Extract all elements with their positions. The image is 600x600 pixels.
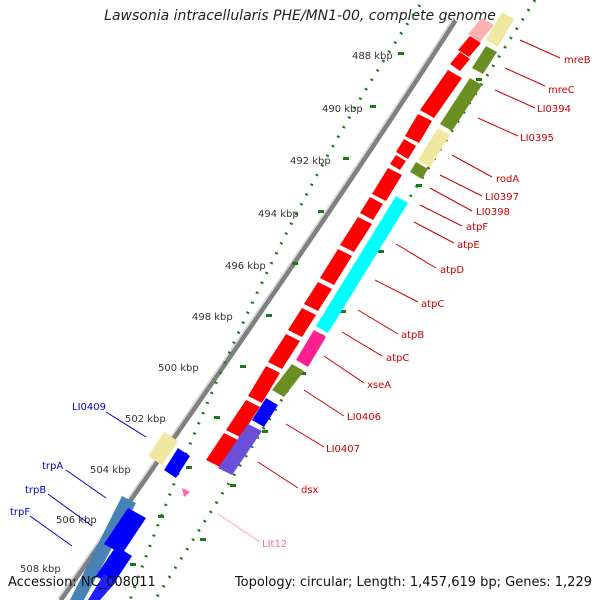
rna-marker-LIt12[interactable] <box>182 488 190 497</box>
gene-LI0406[interactable] <box>248 366 280 403</box>
scale-tick-mark <box>292 262 298 265</box>
gene-atpC[interactable] <box>320 249 352 285</box>
gene-LI0394[interactable] <box>450 52 470 71</box>
gene-mreB[interactable] <box>468 18 494 42</box>
scale-tick-mark <box>370 105 376 108</box>
gene-atpD[interactable] <box>340 217 372 252</box>
gene-label: trpA <box>42 461 63 472</box>
gene-label: xseA <box>367 380 391 391</box>
gene-LI0398[interactable] <box>390 155 406 170</box>
left-genes <box>70 432 190 600</box>
gene-LI0409[interactable] <box>164 448 190 478</box>
scale-tick-label: 492 kbp <box>290 156 331 167</box>
scale-tick-label: 488 kbp <box>352 51 393 62</box>
gene-atpF[interactable] <box>372 168 402 201</box>
inner-scale-ticks <box>200 78 482 541</box>
outer-scale-dots <box>128 4 422 600</box>
scale-tick-label: 490 kbp <box>322 104 363 115</box>
scale-tick-label: 504 kbp <box>90 465 131 476</box>
category-track <box>218 12 514 475</box>
scale-tick-mark <box>266 314 272 317</box>
gene-label: trpB <box>25 485 46 496</box>
gene-label: LI0398 <box>476 207 510 218</box>
gene-LI0397[interactable] <box>396 139 416 159</box>
gene-label: LIt12 <box>262 539 287 550</box>
forward-strand-genes <box>206 18 494 467</box>
gene-label: atpB <box>401 330 424 341</box>
gene-mreC[interactable] <box>458 36 481 57</box>
gene-LI0395[interactable] <box>420 70 462 118</box>
scale-tick-mark <box>318 210 324 213</box>
scale-tick-mark <box>240 365 246 368</box>
scale-ticks: 488 kbp 490 kbp 492 kbp 494 kbp 496 kbp … <box>20 51 404 575</box>
gene-label: LI0407 <box>326 444 360 455</box>
scale-tick-mark <box>130 563 136 566</box>
gene-label: mreC <box>548 85 575 96</box>
scale-tick-label: 500 kbp <box>158 363 199 374</box>
scale-tick-mark <box>158 515 164 518</box>
gene-label: rodA <box>496 174 519 185</box>
scale-tick-mark <box>186 466 192 469</box>
gene-label: atpD <box>440 265 464 276</box>
gene-label: atpC <box>421 299 444 310</box>
gene-label: trpF <box>10 507 30 518</box>
gene-label: LI0394 <box>537 104 571 115</box>
genome-summary: Topology: circular; Length: 1,457,619 bp… <box>234 575 592 590</box>
gene-dsx[interactable] <box>206 433 238 467</box>
label-leaders <box>29 39 561 547</box>
scale-tick-label: 506 kbp <box>56 515 97 526</box>
gene-atpB[interactable] <box>304 282 332 311</box>
genome-backbone <box>57 18 458 600</box>
left-gene-labels: LI0409 trpA trpB trpF <box>10 402 106 518</box>
gene-rodA[interactable] <box>405 114 432 143</box>
gene-label: LI0409 <box>72 402 106 413</box>
gene-LI0409-box[interactable] <box>148 432 178 465</box>
gene-label: LI0406 <box>347 412 381 423</box>
scale-tick-label: 508 kbp <box>20 564 61 575</box>
gene-LI0407[interactable] <box>226 400 260 437</box>
gene-xseA[interactable] <box>268 334 300 369</box>
genome-backbone-highlight <box>57 18 454 600</box>
right-gene-labels: mreB mreC LI0394 LI0395 rodA LI0397 LI03… <box>262 55 591 550</box>
gene-label: mreB <box>564 55 591 66</box>
gene-label: atpC <box>386 353 409 364</box>
scale-tick-mark <box>398 52 404 55</box>
map-title: Lawsonia intracellularis PHE/MN1-00, com… <box>104 8 496 24</box>
gene-label: atpE <box>457 240 480 251</box>
gene-trpB[interactable] <box>104 508 146 554</box>
scale-tick-label: 494 kbp <box>258 209 299 220</box>
scale-tick-label: 502 kbp <box>125 414 166 425</box>
gene-label: dsx <box>301 485 319 496</box>
gene-label: LI0397 <box>485 192 519 203</box>
gene-atpC-2[interactable] <box>288 308 316 337</box>
gene-label: atpF <box>466 222 488 233</box>
scale-tick-mark <box>343 157 349 160</box>
scale-tick-mark <box>214 416 220 419</box>
gene-label: LI0395 <box>520 133 554 144</box>
accession-label: Accession: NC_008011 <box>8 575 156 590</box>
scale-tick-label: 496 kbp <box>225 261 266 272</box>
gene-atpE[interactable] <box>360 197 383 220</box>
scale-tick-label: 498 kbp <box>192 312 233 323</box>
